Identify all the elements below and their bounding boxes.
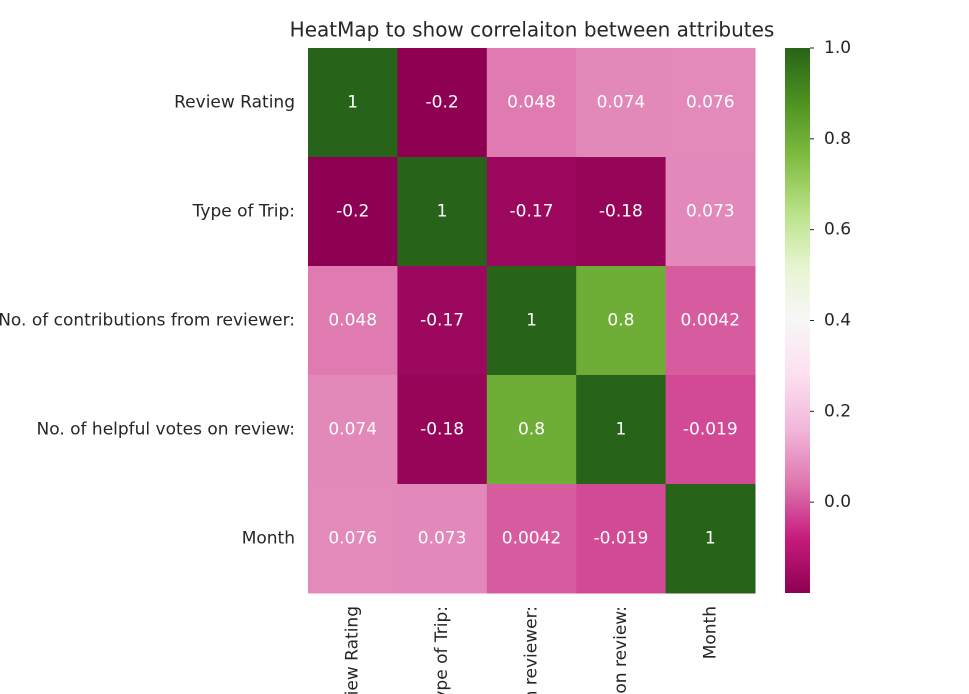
cell-annotation: 0.073 (418, 529, 467, 549)
heatmap-cell (576, 266, 667, 376)
cell-annotation: 0.076 (328, 529, 377, 549)
heatmap-cell (397, 48, 488, 158)
y-tick-label: Review Rating (174, 93, 295, 113)
cell-annotation: 0.073 (686, 202, 735, 222)
heatmap-cell (308, 157, 398, 267)
x-tick-label: Type of Trip: (432, 606, 452, 694)
colorbar-tick-label: 0.0 (824, 492, 851, 512)
cell-annotation: -0.17 (420, 311, 464, 331)
heatmap-cell (665, 375, 756, 485)
heatmap-cell (397, 266, 488, 376)
cell-annotation: 1 (615, 420, 626, 440)
cell-annotation: 1 (347, 93, 358, 113)
x-tick-label: No. of contributions from reviewer: (522, 606, 542, 694)
colorbar-tick-label: 0.2 (824, 401, 851, 421)
cell-annotation: 1 (437, 202, 448, 222)
chart-title: HeatMap to show correlaiton between attr… (290, 18, 775, 42)
cell-annotation: 0.074 (328, 420, 377, 440)
heatmap-cell (486, 157, 577, 267)
heatmap-cell (308, 48, 398, 158)
y-tick-label: No. of contributions from reviewer: (0, 311, 295, 331)
heatmap-cell (486, 375, 577, 485)
heatmap-cell (308, 484, 398, 594)
heatmap-cell (397, 375, 488, 485)
cell-annotation: -0.17 (510, 202, 554, 222)
cell-annotation: 0.0042 (502, 529, 561, 549)
heatmap-cell (665, 266, 756, 376)
colorbar-tick-label: 0.6 (824, 220, 851, 240)
cell-annotation: 0.074 (597, 93, 646, 113)
heatmap-cell (576, 48, 667, 158)
x-tick-label: Review Rating (343, 606, 363, 694)
cell-annotation: -0.18 (599, 202, 643, 222)
heatmap-cell (397, 484, 488, 594)
cell-annotation: 0.048 (507, 93, 556, 113)
heatmap-cell (665, 484, 756, 594)
heatmap-cell (665, 48, 756, 158)
heatmap-cell (486, 266, 577, 376)
cell-annotation: 0.0042 (681, 311, 740, 331)
x-tick-label: No. of helpful votes on review: (611, 606, 631, 694)
colorbar-tick-label: 0.4 (824, 311, 851, 331)
heatmap-cell (576, 375, 667, 485)
cell-annotation: -0.2 (426, 93, 459, 113)
heatmap-cell (308, 266, 398, 376)
cell-annotation: 0.8 (518, 420, 545, 440)
heatmap-cell (576, 157, 667, 267)
cell-annotation: -0.2 (336, 202, 369, 222)
cell-annotation: 1 (526, 311, 537, 331)
heatmap-cell (397, 157, 488, 267)
y-tick-label: Month (242, 529, 295, 549)
colorbar-tick-label: 1.0 (824, 38, 851, 58)
cell-annotation: 0.8 (607, 311, 634, 331)
cell-annotation: -0.019 (593, 529, 648, 549)
heatmap-cell (576, 484, 667, 594)
cell-annotation: -0.019 (683, 420, 738, 440)
cell-annotation: 1 (705, 529, 716, 549)
y-tick-label: Type of Trip: (192, 202, 295, 222)
colorbar-tick-label: 0.8 (824, 129, 851, 149)
heatmap-cell (665, 157, 756, 267)
colorbar (785, 48, 810, 593)
cell-annotation: -0.18 (420, 420, 464, 440)
heatmap-cell (308, 375, 398, 485)
cell-annotation: 0.048 (328, 311, 377, 331)
heatmap-cell (486, 484, 577, 594)
heatmap-cell (486, 48, 577, 158)
x-tick-label: Month (700, 606, 720, 659)
cell-annotation: 0.076 (686, 93, 735, 113)
y-tick-label: No. of helpful votes on review: (37, 420, 296, 440)
